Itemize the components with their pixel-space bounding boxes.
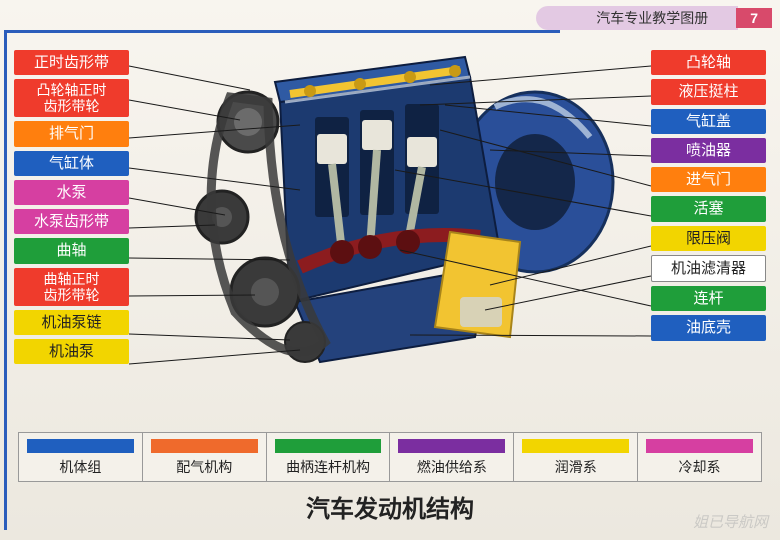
- legend-label: 冷却系: [638, 457, 761, 477]
- oil-filter: [460, 297, 502, 327]
- legend-swatch: [151, 439, 258, 453]
- page-header: 汽车专业教学图册 7: [536, 6, 772, 30]
- legend-item-4: 润滑系: [514, 433, 638, 481]
- legend: 机体组配气机构曲柄连杆机构燃油供给系润滑系冷却系: [18, 432, 762, 482]
- legend-swatch: [522, 439, 629, 453]
- label-right-6: 限压阀: [651, 226, 766, 251]
- label-right-9: 油底壳: [651, 315, 766, 340]
- label-left-6: 曲轴: [14, 238, 129, 263]
- left-label-column: 正时齿形带凸轮轴正时齿形带轮排气门气缸体水泵水泵齿形带曲轴曲轴正时齿形带轮机油泵…: [14, 50, 129, 364]
- legend-item-1: 配气机构: [143, 433, 267, 481]
- label-right-3: 喷油器: [651, 138, 766, 163]
- legend-item-2: 曲柄连杆机构: [267, 433, 391, 481]
- engine-cutaway-diagram: [160, 42, 620, 422]
- watermark: 姐已导航网: [693, 511, 768, 532]
- label-left-7: 曲轴正时齿形带轮: [14, 268, 129, 306]
- label-left-1: 凸轮轴正时齿形带轮: [14, 79, 129, 117]
- series-title: 汽车专业教学图册: [536, 6, 738, 30]
- label-right-8: 连杆: [651, 286, 766, 311]
- page-number: 7: [736, 8, 772, 28]
- label-right-7: 机油滤清器: [651, 255, 766, 282]
- frame-left: [4, 30, 7, 530]
- legend-label: 曲柄连杆机构: [267, 457, 390, 477]
- label-left-0: 正时齿形带: [14, 50, 129, 75]
- frame-top: [4, 30, 560, 33]
- legend-label: 燃油供给系: [390, 457, 513, 477]
- label-left-8: 机油泵链: [14, 310, 129, 335]
- diagram-title: 汽车发动机结构: [0, 489, 780, 524]
- label-right-5: 活塞: [651, 196, 766, 221]
- label-left-3: 气缸体: [14, 151, 129, 176]
- legend-swatch: [27, 439, 134, 453]
- legend-item-5: 冷却系: [638, 433, 761, 481]
- legend-label: 机体组: [19, 457, 142, 477]
- label-right-0: 凸轮轴: [651, 50, 766, 75]
- label-left-2: 排气门: [14, 121, 129, 146]
- label-right-4: 进气门: [651, 167, 766, 192]
- label-right-2: 气缸盖: [651, 109, 766, 134]
- legend-swatch: [646, 439, 753, 453]
- legend-label: 润滑系: [514, 457, 637, 477]
- label-left-5: 水泵齿形带: [14, 209, 129, 234]
- legend-swatch: [275, 439, 382, 453]
- label-left-9: 机油泵: [14, 339, 129, 364]
- legend-item-3: 燃油供给系: [390, 433, 514, 481]
- right-label-column: 凸轮轴液压挺柱气缸盖喷油器进气门活塞限压阀机油滤清器连杆油底壳: [651, 50, 766, 341]
- legend-item-0: 机体组: [19, 433, 143, 481]
- legend-swatch: [398, 439, 505, 453]
- legend-label: 配气机构: [143, 457, 266, 477]
- label-left-4: 水泵: [14, 180, 129, 205]
- label-right-1: 液压挺柱: [651, 79, 766, 104]
